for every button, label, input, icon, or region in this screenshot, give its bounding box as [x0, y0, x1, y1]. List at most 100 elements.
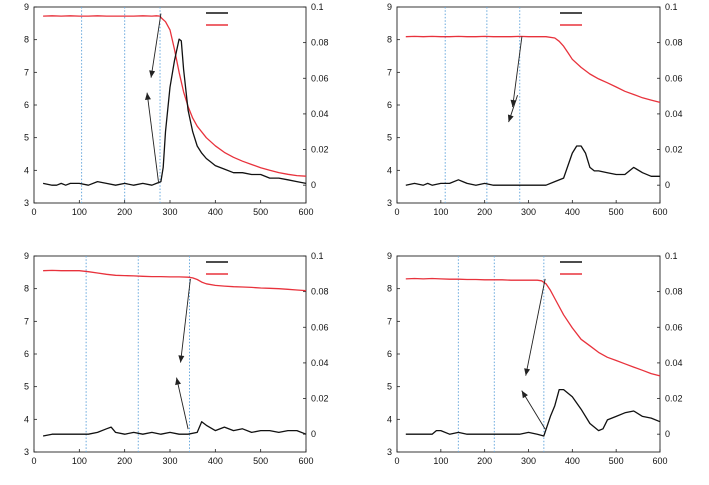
y-left-tick-label: 4	[24, 165, 29, 175]
oxygen-series-line	[43, 269, 307, 292]
x-tick-label: 400	[565, 207, 580, 217]
x-tick-label: 100	[72, 207, 87, 217]
y-left-tick-label: 9	[387, 251, 392, 261]
y-left-tick-label: 8	[387, 284, 392, 294]
x-tick-label: 600	[298, 456, 313, 466]
y-left-tick-label: 6	[387, 349, 392, 359]
y-left-tick-label: 7	[387, 316, 392, 326]
y-left-tick-label: 4	[24, 414, 29, 424]
y-left-tick-label: 7	[24, 67, 29, 77]
x-tick-label: 600	[298, 207, 313, 217]
add-oil-arrow-up	[146, 92, 160, 184]
add-oil-arrow-down	[150, 13, 162, 78]
y-left-tick-label: 6	[24, 100, 29, 110]
y-right-tick-label: 0.02	[665, 394, 683, 404]
x-tick-label: 0	[394, 456, 399, 466]
y-right-tick-label: 0.04	[311, 109, 329, 119]
y-right-tick-label: 0.1	[311, 251, 324, 261]
y-right-tick-label: 0	[665, 180, 670, 190]
add-oil-arrow-down	[180, 278, 191, 363]
plot-frame	[33, 255, 307, 453]
derivative-series-line	[42, 38, 307, 186]
y-right-tick-label: 0.04	[665, 109, 683, 119]
add-oil-arrow-up	[521, 390, 546, 430]
x-tick-label: 600	[652, 207, 667, 217]
y-left-tick-label: 5	[387, 382, 392, 392]
chart-panel-c: 0 100 200 300 400 500 600 3 4 5 6 7 8 9 0 0.02 0.04 0.06 0…	[24, 251, 329, 466]
x-tick-label: 0	[31, 207, 36, 217]
y-left-tick-label: 3	[387, 198, 392, 208]
y-right-tick-label: 0.08	[311, 38, 329, 48]
x-tick-label: 100	[72, 456, 87, 466]
x-tick-label: 400	[208, 456, 223, 466]
add-oil-arrow-up-head	[507, 114, 514, 123]
x-tick-label: 200	[477, 456, 492, 466]
y-left-tick-label: 9	[24, 2, 29, 12]
y-right-tick-label: 0	[665, 429, 670, 439]
x-tick-label: 200	[117, 456, 132, 466]
x-tick-label: 0	[31, 456, 36, 466]
x-tick-label: 500	[609, 207, 624, 217]
oxygen-series-line	[405, 35, 661, 104]
x-tick-label: 500	[253, 456, 268, 466]
add-oil-arrow-up-head	[144, 92, 151, 100]
derivative-series-line	[405, 145, 660, 186]
y-right-tick-label: 0.04	[311, 358, 329, 368]
y-right-tick-label: 0.06	[311, 73, 329, 83]
x-tick-label: 100	[433, 207, 448, 217]
y-left-tick-label: 9	[24, 251, 29, 261]
plot-frame	[33, 6, 307, 204]
y-left-tick-label: 6	[387, 100, 392, 110]
x-tick-label: 300	[162, 207, 177, 217]
y-left-tick-label: 3	[24, 198, 29, 208]
y-left-tick-label: 3	[24, 447, 29, 457]
y-right-tick-label: 0.1	[311, 2, 324, 12]
oxygen-series-line	[405, 277, 661, 377]
y-right-tick-label: 0.1	[665, 2, 678, 12]
y-left-tick-label: 4	[387, 165, 392, 175]
add-oil-arrow-down-head	[149, 70, 156, 78]
derivative-series-line	[42, 421, 307, 437]
add-oil-arrow-down-head	[524, 368, 531, 376]
y-right-tick-label: 0.04	[665, 358, 683, 368]
x-tick-label: 200	[477, 207, 492, 217]
x-tick-label: 300	[521, 207, 536, 217]
y-left-tick-label: 8	[387, 35, 392, 45]
y-left-tick-label: 4	[387, 414, 392, 424]
y-right-tick-label: 0.08	[311, 287, 329, 297]
y-right-tick-label: 0.08	[665, 287, 683, 297]
y-left-tick-label: 7	[387, 67, 392, 77]
plot-frame	[396, 255, 661, 453]
y-right-tick-label: 0.02	[311, 394, 329, 404]
y-right-tick-label: 0	[311, 180, 316, 190]
x-tick-label: 200	[117, 207, 132, 217]
y-right-tick-label: 0	[311, 429, 316, 439]
y-right-tick-label: 0.06	[665, 322, 683, 332]
x-tick-label: 500	[609, 456, 624, 466]
y-left-tick-label: 8	[24, 35, 29, 45]
x-tick-label: 300	[162, 456, 177, 466]
add-oil-arrow-up	[176, 377, 189, 430]
y-left-tick-label: 5	[24, 133, 29, 143]
y-right-tick-label: 0.02	[665, 145, 683, 155]
x-tick-label: 300	[521, 456, 536, 466]
x-tick-label: 400	[208, 207, 223, 217]
y-left-tick-label: 3	[387, 447, 392, 457]
y-right-tick-label: 0.06	[665, 73, 683, 83]
y-left-tick-label: 9	[387, 2, 392, 12]
y-right-tick-label: 0.1	[665, 251, 678, 261]
x-tick-label: 0	[394, 207, 399, 217]
chart-panel-a: 0 100 200 300 400 500 600 3 4 5 6 7 8 9 0 0.02 0.04 0.06 0…	[24, 2, 329, 217]
chart-panel-b: 0 100 200 300 400 500 600 3 4 5 6 7 8 9 0 0.02 0.04 0.06 0…	[387, 2, 683, 217]
y-left-tick-label: 6	[24, 349, 29, 359]
y-right-tick-label: 0.08	[665, 38, 683, 48]
y-right-tick-label: 0.06	[311, 322, 329, 332]
y-left-tick-label: 8	[24, 284, 29, 294]
y-right-tick-label: 0.02	[311, 145, 329, 155]
add-oil-arrow-down	[512, 36, 523, 108]
derivative-series-line	[405, 388, 661, 437]
x-tick-label: 500	[253, 207, 268, 217]
x-tick-label: 100	[433, 456, 448, 466]
y-left-tick-label: 5	[387, 133, 392, 143]
